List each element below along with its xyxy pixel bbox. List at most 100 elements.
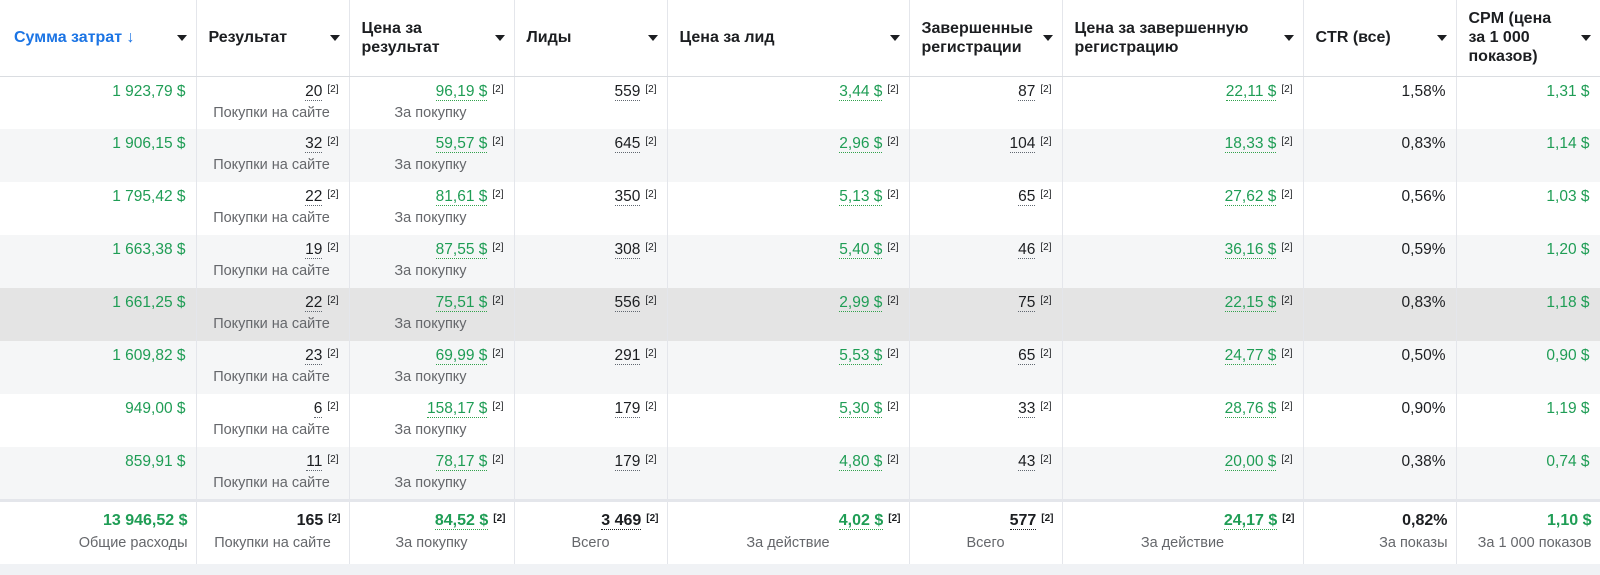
cost-per-result-value[interactable]: 78,17 $ xyxy=(435,453,488,471)
result-value[interactable]: 22 xyxy=(305,294,323,312)
cost-per-result-cell: 59,57 $ [2] За покупку xyxy=(349,129,515,182)
result-value[interactable]: 20 xyxy=(305,82,323,101)
result-value[interactable]: 11 xyxy=(306,453,323,471)
total-result[interactable]: 165 xyxy=(296,511,324,529)
leads-value[interactable]: 308 xyxy=(614,241,641,259)
cost-per-lead-value[interactable]: 5,30 $ xyxy=(839,400,883,418)
cost-per-registration-value[interactable]: 24,77 $ xyxy=(1224,347,1277,365)
leads-value[interactable]: 556 xyxy=(614,294,641,312)
caret-down-icon[interactable] xyxy=(1436,34,1447,41)
result-type-label: Покупки на сайте xyxy=(213,157,330,173)
table-row[interactable]: 1 609,82 $ 23 [2] Покупки на сайте 69,99 $ [2… xyxy=(0,341,1600,394)
leads-cell: 556 [2] xyxy=(514,288,668,341)
cost-per-registration-cell: 27,62 $ [2] xyxy=(1062,182,1304,235)
footnote-marker: [2] xyxy=(1040,348,1052,359)
cost-per-registration-value[interactable]: 36,16 $ xyxy=(1224,241,1277,259)
cost-per-registration-value[interactable]: 27,62 $ xyxy=(1224,188,1277,206)
total-cost-per-lead[interactable]: 4,02 $ xyxy=(838,511,884,530)
cost-per-result-value[interactable]: 87,55 $ xyxy=(435,241,488,259)
result-cell: 22 [2] Покупки на сайте xyxy=(196,288,350,341)
cost-per-lead-value[interactable]: 5,53 $ xyxy=(839,347,883,365)
leads-value[interactable]: 291 xyxy=(614,347,641,365)
leads-value[interactable]: 645 xyxy=(614,135,641,153)
cost-per-result-value[interactable]: 158,17 $ xyxy=(427,400,488,418)
column-header-ctr[interactable]: CTR (все) xyxy=(1303,0,1457,77)
result-value[interactable]: 23 xyxy=(305,347,323,365)
cost-per-lead-value[interactable]: 5,40 $ xyxy=(839,241,883,259)
footnote-marker: [2] xyxy=(887,348,899,359)
caret-down-icon[interactable] xyxy=(647,34,658,41)
registrations-value[interactable]: 75 xyxy=(1018,294,1036,312)
column-header-cost-per-registration[interactable]: Цена за завершенную регистрацию xyxy=(1062,0,1304,77)
column-header-registrations[interactable]: Завершенные регистрации xyxy=(909,0,1063,77)
table-row[interactable]: 1 906,15 $ 32 [2] Покупки на сайте 59,57 $ [2… xyxy=(0,129,1600,182)
column-header-leads[interactable]: Лиды xyxy=(514,0,668,77)
cost-per-registration-value[interactable]: 28,76 $ xyxy=(1224,400,1277,418)
cost-per-registration-value[interactable]: 22,11 $ xyxy=(1225,82,1277,101)
registrations-value[interactable]: 65 xyxy=(1018,188,1036,206)
caret-down-icon[interactable] xyxy=(889,34,900,41)
column-header-spend[interactable]: Сумма затрат ↓ xyxy=(0,0,197,77)
caret-down-icon[interactable] xyxy=(1042,34,1053,41)
table-row[interactable]: 859,91 $ 11 [2] Покупки на сайте 78,17 $ [2] З… xyxy=(0,447,1600,500)
leads-value[interactable]: 179 xyxy=(614,400,641,418)
registrations-value[interactable]: 65 xyxy=(1018,347,1036,365)
caret-down-icon[interactable] xyxy=(176,34,187,41)
total-cost-per-result[interactable]: 84,52 $ xyxy=(434,511,489,530)
cost-type-label: За покупку xyxy=(394,369,467,385)
table-row[interactable]: 1 661,25 $ 22 [2] Покупки на сайте 75,51 $ [2… xyxy=(0,288,1600,341)
table-row[interactable]: 1 663,38 $ 19 [2] Покупки на сайте 87,55 $ [2… xyxy=(0,235,1600,288)
total-leads[interactable]: 3 469 xyxy=(601,511,642,530)
ctr-cell: 0,90% xyxy=(1303,394,1457,447)
cost-per-lead-value[interactable]: 2,96 $ xyxy=(839,135,883,153)
leads-value[interactable]: 559 xyxy=(614,82,641,101)
cost-per-result-cell: 69,99 $ [2] За покупку xyxy=(349,341,515,394)
registrations-value[interactable]: 46 xyxy=(1018,241,1036,259)
registrations-value[interactable]: 104 xyxy=(1009,135,1036,153)
caret-down-icon[interactable] xyxy=(1283,34,1294,41)
spend-cell: 859,91 $ xyxy=(0,447,197,500)
cost-per-lead-value[interactable]: 5,13 $ xyxy=(839,188,883,206)
cost-per-registration-cell: 20,00 $ [2] xyxy=(1062,447,1304,500)
registrations-value[interactable]: 43 xyxy=(1018,453,1036,471)
cost-per-lead-value[interactable]: 4,80 $ xyxy=(839,453,883,471)
caret-down-icon[interactable] xyxy=(494,34,505,41)
cost-per-result-value[interactable]: 96,19 $ xyxy=(435,82,488,101)
cost-per-lead-value[interactable]: 3,44 $ xyxy=(839,82,883,101)
footnote-marker: [2] xyxy=(1041,512,1054,524)
result-value[interactable]: 19 xyxy=(305,241,323,259)
table-row[interactable]: 949,00 $ 6 [2] Покупки на сайте 158,17 $ [2] З… xyxy=(0,394,1600,447)
result-value[interactable]: 6 xyxy=(313,400,323,418)
result-value[interactable]: 32 xyxy=(305,135,323,153)
leads-cell: 291 [2] xyxy=(514,341,668,394)
spend-cell: 1 663,38 $ xyxy=(0,235,197,288)
column-header-cost-per-result[interactable]: Цена за результат xyxy=(349,0,515,77)
total-registrations[interactable]: 577 xyxy=(1009,511,1037,530)
table-row[interactable]: 1 923,79 $ 20 [2] Покупки на сайте 96,19 $ [2… xyxy=(0,76,1600,129)
total-ctr-cell: 0,82% За показы xyxy=(1303,498,1457,575)
caret-down-icon[interactable] xyxy=(1580,34,1591,41)
cost-per-lead-value[interactable]: 2,99 $ xyxy=(839,294,883,312)
registrations-value[interactable]: 33 xyxy=(1018,400,1036,418)
cost-per-result-value[interactable]: 59,57 $ xyxy=(435,135,488,153)
footnote-marker: [2] xyxy=(1281,136,1293,147)
cost-per-result-value[interactable]: 75,51 $ xyxy=(435,294,488,312)
total-cost-per-result-label: За покупку xyxy=(395,534,468,551)
cost-per-registration-value[interactable]: 20,00 $ xyxy=(1224,453,1277,471)
caret-down-icon[interactable] xyxy=(329,34,340,41)
total-cost-per-registration[interactable]: 24,17 $ xyxy=(1223,511,1278,530)
cost-per-lead-cell: 5,53 $ [2] xyxy=(667,341,910,394)
table-row[interactable]: 1 795,42 $ 22 [2] Покупки на сайте 81,61 $ [2… xyxy=(0,182,1600,235)
leads-value[interactable]: 179 xyxy=(614,453,641,471)
registrations-value[interactable]: 87 xyxy=(1018,82,1036,101)
cost-per-registration-value[interactable]: 18,33 $ xyxy=(1224,135,1277,153)
leads-value[interactable]: 350 xyxy=(614,188,641,206)
column-header-result[interactable]: Результат xyxy=(196,0,350,77)
result-value[interactable]: 22 xyxy=(305,188,323,206)
cost-per-registration-value[interactable]: 22,15 $ xyxy=(1224,294,1277,312)
cost-per-result-value[interactable]: 81,61 $ xyxy=(435,188,488,206)
column-header-cost-per-lead[interactable]: Цена за лид xyxy=(667,0,910,77)
column-header-cpm[interactable]: CPM (цена за 1 000 показов) xyxy=(1456,0,1600,77)
cost-per-result-value[interactable]: 69,99 $ xyxy=(435,347,488,365)
footnote-marker: [2] xyxy=(327,295,339,306)
